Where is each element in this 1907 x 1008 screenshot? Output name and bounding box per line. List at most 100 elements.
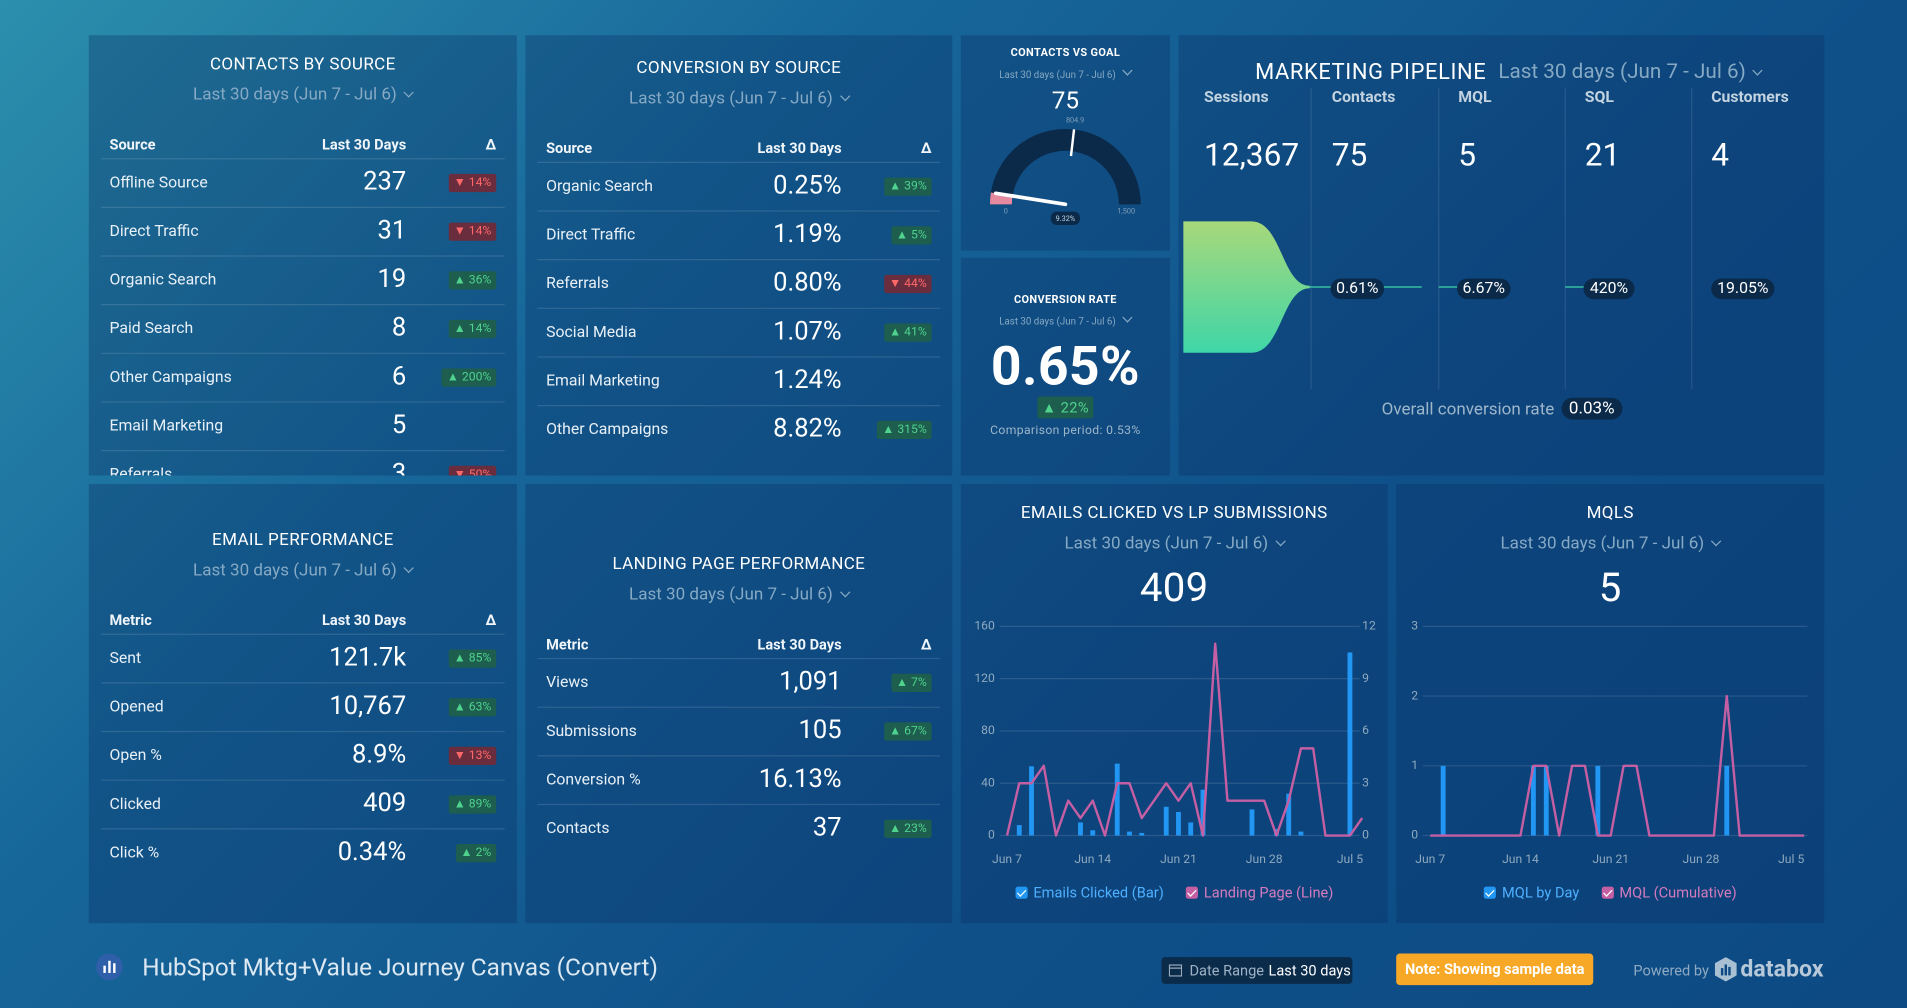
stage-name: Sessions xyxy=(1204,88,1269,108)
column-header: Last 30 Days xyxy=(757,636,842,654)
y2-tick-label: 6 xyxy=(1362,723,1369,737)
row-value: 105 xyxy=(798,716,842,746)
x-tick-label: Jun 28 xyxy=(1683,852,1720,866)
row-value: 1,091 xyxy=(779,667,842,697)
legend-item[interactable]: Emails Clicked (Bar) xyxy=(1015,884,1164,901)
pipeline-widget: MARKETING PIPELINE Last 30 days (Jun 7 - … xyxy=(1178,35,1825,476)
y2-tick-label: 12 xyxy=(1362,619,1376,633)
contacts-by-source-widget: CONTACTS BY SOURCE Last 30 days (Jun 7 - … xyxy=(88,35,517,476)
bar xyxy=(1298,831,1304,836)
comparison: Comparison period: 0.53% xyxy=(990,424,1141,438)
percent-bubble xyxy=(1050,211,1080,225)
gauge-track xyxy=(989,128,1141,205)
conversion-by-source-widget: CONVERSION BY SOURCE Last 30 days (Jun 7 … xyxy=(525,35,953,476)
stage-rate: 19.05% xyxy=(1694,278,1791,300)
column-header: Last 30 Days xyxy=(322,611,407,629)
stage-rate: 420% xyxy=(1560,278,1657,300)
row-divider xyxy=(537,307,941,309)
delta-badge: ▲ 14% xyxy=(448,319,497,339)
emails-chart-widget: EMAILS CLICKED VS LP SUBMISSIONS Last 30 … xyxy=(960,484,1388,924)
y-tick-label: 80 xyxy=(981,723,995,737)
row-value: 0.80% xyxy=(773,268,842,298)
legend-item[interactable]: Landing Page (Line) xyxy=(1185,884,1333,901)
date-range-label: Date Range xyxy=(1189,962,1265,980)
funnel xyxy=(1183,87,1693,390)
y-tick-label: 0 xyxy=(988,828,995,842)
y-tick-label: 120 xyxy=(974,671,995,685)
powered-by: Powered by xyxy=(1633,962,1709,980)
delta-badge: ▲ 5% xyxy=(891,226,932,245)
row-label: Click % xyxy=(109,844,160,863)
x-tick-label: Jun 14 xyxy=(1074,852,1111,866)
date-range-dropdown: Last 30 days (Jun 7 - Jul 6) xyxy=(961,67,1170,80)
delta-badge: ▲ 315% xyxy=(877,420,932,440)
row-divider xyxy=(100,828,505,830)
bar xyxy=(1530,765,1536,836)
bar xyxy=(1249,809,1255,836)
kpi-value: 0.65% xyxy=(990,334,1140,398)
delta-badge: ▼ 14% xyxy=(448,173,497,193)
row-label: Other Campaigns xyxy=(546,420,669,440)
dashboard-title: HubSpot Mktg+Value Journey Canvas (Conve… xyxy=(142,952,658,982)
calendar-icon xyxy=(1168,964,1183,977)
delta-badge: ▼ 44% xyxy=(884,274,932,294)
row-label: Email Marketing xyxy=(109,417,224,436)
row-divider xyxy=(100,352,505,354)
row-label: Sent xyxy=(109,649,142,668)
row-divider xyxy=(537,404,941,407)
row-value: 1.07% xyxy=(773,317,842,347)
x-tick-label: Jun 28 xyxy=(1246,852,1283,866)
stage-name: Contacts xyxy=(1331,88,1396,108)
row-label: Contacts xyxy=(546,819,610,838)
y-tick-label: 1 xyxy=(1411,758,1418,772)
bar xyxy=(1163,806,1169,836)
column-header: Metric xyxy=(546,636,589,654)
bar xyxy=(1176,811,1181,836)
bar xyxy=(1114,763,1120,836)
overall-label: Overall conversion rate xyxy=(1381,400,1555,420)
row-label: Organic Search xyxy=(109,271,217,290)
widget-title: CONVERSION BY SOURCE xyxy=(636,58,842,78)
legend-label: MQL (Cumulative) xyxy=(1619,884,1737,902)
line xyxy=(1430,694,1805,837)
row-value: 409 xyxy=(363,789,407,819)
row-label: Referrals xyxy=(109,465,173,476)
y-tick-label: 3 xyxy=(1411,619,1418,633)
widget-title: LANDING PAGE PERFORMANCE xyxy=(612,554,866,575)
rate-bubble: 6.67% xyxy=(1456,278,1512,300)
delta-badge: ▲ 67% xyxy=(884,722,932,741)
date-range-dropdown: Last 30 days (Jun 7 - Jul 6) xyxy=(525,89,952,108)
date-range-dropdown: Last 30 days (Jun 7 - Jul 6) xyxy=(961,534,1388,553)
stage-value: 12,367 xyxy=(1204,137,1300,174)
delta-wrap: ▲ 22% xyxy=(961,396,1170,419)
stage-value: 4 xyxy=(1711,137,1729,174)
column-header: Δ xyxy=(920,139,932,157)
delta-badge: ▲ 2% xyxy=(455,844,497,863)
y-tick-label: 160 xyxy=(974,619,995,633)
x-tick-label: Jun 7 xyxy=(1415,852,1445,866)
bar xyxy=(1724,765,1730,836)
date-range-dropdown: Last 30 days (Jun 7 - Jul 6) xyxy=(1396,534,1824,553)
y-tick-label: 0 xyxy=(1411,828,1418,842)
column-header: Last 30 Days xyxy=(757,139,842,157)
legend: Emails Clicked (Bar) Landing Page (Line) xyxy=(961,884,1388,901)
delta-badge: ▲ 200% xyxy=(442,368,497,387)
date-range-control[interactable]: Date Range Last 30 days xyxy=(1161,957,1353,984)
overall-value: 0.03% xyxy=(1561,397,1622,420)
y2-tick-label: 0 xyxy=(1362,828,1369,842)
widget-title: CONTACTS VS GOAL xyxy=(1010,47,1121,60)
stage-name: MQL xyxy=(1458,88,1492,108)
row-label: Opened xyxy=(109,698,164,717)
widget-title: CONTACTS BY SOURCE xyxy=(209,54,396,75)
row-divider xyxy=(100,633,505,635)
legend-checkbox xyxy=(1601,886,1614,899)
bar xyxy=(1347,652,1353,836)
bar xyxy=(1078,822,1083,836)
legend-item[interactable]: MQL (Cumulative) xyxy=(1601,884,1737,901)
column-header: Last 30 Days xyxy=(322,136,407,154)
row-divider xyxy=(537,356,941,358)
landing-page-widget: LANDING PAGE PERFORMANCE Last 30 days (Ju… xyxy=(525,484,953,924)
legend-item[interactable]: MQL by Day xyxy=(1483,884,1579,901)
y2-tick-label: 9 xyxy=(1362,671,1369,685)
rate-bubble: 420% xyxy=(1583,278,1635,300)
